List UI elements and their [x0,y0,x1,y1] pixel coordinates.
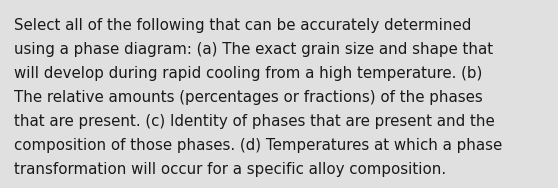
Text: transformation will occur for a specific alloy composition.: transformation will occur for a specific… [14,162,446,177]
Text: composition of those phases. (d) Temperatures at which a phase: composition of those phases. (d) Tempera… [14,138,502,153]
Text: using a phase diagram: (a) The exact grain size and shape that: using a phase diagram: (a) The exact gra… [14,42,493,57]
Text: that are present. (c) Identity of phases that are present and the: that are present. (c) Identity of phases… [14,114,495,129]
Text: will develop during rapid cooling from a high temperature. (b): will develop during rapid cooling from a… [14,66,482,81]
Text: Select all of the following that can be accurately determined: Select all of the following that can be … [14,18,472,33]
Text: The relative amounts (percentages or fractions) of the phases: The relative amounts (percentages or fra… [14,90,483,105]
